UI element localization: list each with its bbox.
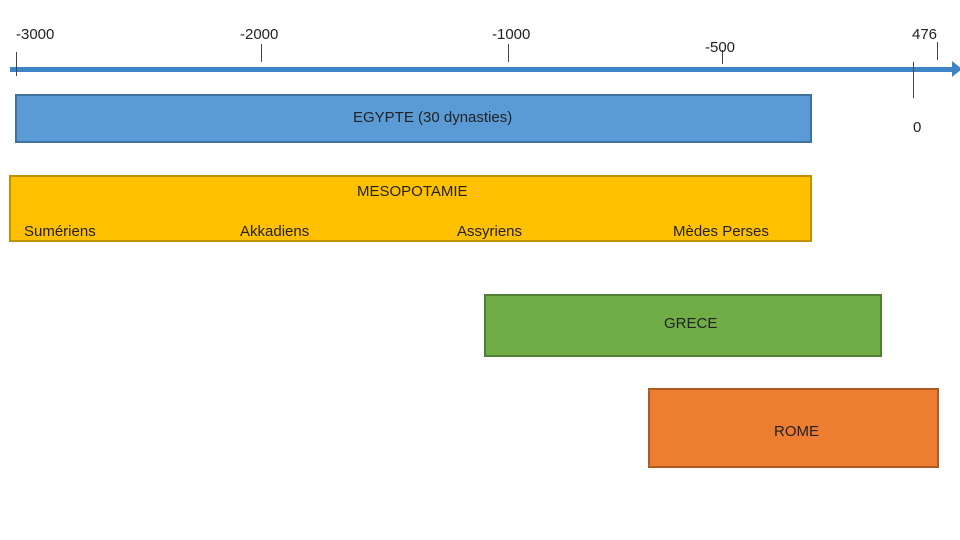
tick-label-minus-1000: -1000 (492, 26, 531, 43)
tick-mark-zero (913, 62, 914, 98)
people-sumeriens: Sumériens (24, 223, 96, 240)
mesopotamie-band (9, 175, 812, 242)
mesopotamie-label: MESOPOTAMIE (357, 183, 468, 200)
people-medes-perses: Mèdes Perses (673, 223, 769, 240)
tick-mark-minus-3000 (16, 52, 17, 76)
people-akkadiens: Akkadiens (240, 223, 310, 240)
timeline-arrow-icon (952, 61, 960, 77)
egypte-band (15, 94, 812, 143)
tick-label-minus-3000: -3000 (16, 26, 55, 43)
timeline-axis (10, 67, 954, 72)
rome-band (648, 388, 939, 468)
grece-label: GRECE (664, 315, 718, 332)
people-assyriens: Assyriens (457, 223, 523, 240)
rome-label: ROME (774, 423, 819, 440)
tick-mark-minus-500 (722, 50, 723, 64)
tick-label-476: 476 (912, 26, 938, 43)
tick-label-minus-2000: -2000 (240, 26, 279, 43)
grece-band (484, 294, 882, 357)
tick-label-minus-500: -500 (705, 39, 736, 56)
tick-mark-476 (937, 42, 938, 60)
tick-mark-minus-1000 (508, 44, 509, 62)
zero-label: 0 (913, 119, 922, 136)
egypte-label: EGYPTE (30 dynasties) (353, 109, 513, 126)
tick-mark-minus-2000 (261, 44, 262, 62)
